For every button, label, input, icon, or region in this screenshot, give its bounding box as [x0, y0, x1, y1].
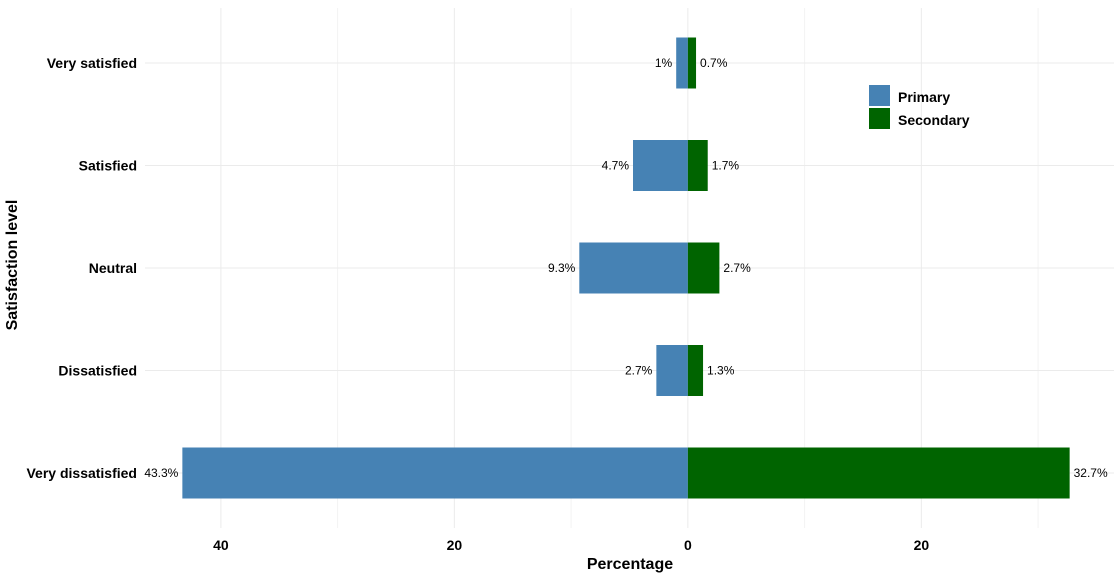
bar-secondary-very-dissatisfied — [687, 447, 1070, 499]
bar-label-secondary-very-satisfied: 0.7% — [700, 56, 728, 70]
bar-label-secondary-satisfied: 1.7% — [712, 159, 740, 173]
bar-primary-dissatisfied — [656, 345, 688, 396]
legend-label-secondary: Secondary — [898, 112, 970, 128]
bar-secondary-neutral — [687, 242, 720, 294]
legend-swatch-primary — [869, 85, 890, 106]
x-tick-label: 40 — [213, 537, 229, 553]
bar-label-primary-very-dissatisfied: 43.3% — [144, 466, 178, 480]
bar-secondary-dissatisfied — [687, 345, 704, 396]
legend-swatch-secondary — [869, 108, 890, 129]
bar-label-primary-neutral: 9.3% — [548, 261, 576, 275]
bar-label-secondary-neutral: 2.7% — [723, 261, 751, 275]
bar-label-secondary-very-dissatisfied: 32.7% — [1074, 466, 1108, 480]
bar-label-primary-very-satisfied: 1% — [655, 56, 673, 70]
bars — [182, 37, 1070, 499]
bar-secondary-very-satisfied — [687, 37, 697, 89]
y-axis-title: Satisfaction level — [4, 200, 21, 331]
y-axis-ticks: Very satisfied Satisfied Neutral Dissatisfi… — [26, 55, 137, 481]
x-tick-label: 0 — [684, 537, 692, 553]
y-tick-label-very-satisfied: Very satisfied — [47, 55, 137, 71]
bar-labels: 1% 4.7% 9.3% 2.7% 43.3% 0.7% 1.7% 2.7% 1.3% 32.7% — [144, 56, 1108, 480]
x-axis-ticks: 40 20 0 20 — [213, 537, 929, 553]
bar-secondary-satisfied — [687, 140, 708, 191]
y-tick-label-neutral: Neutral — [89, 260, 137, 276]
bar-primary-neutral — [579, 242, 688, 294]
x-axis-title: Percentage — [587, 556, 673, 573]
bar-label-primary-satisfied: 4.7% — [602, 159, 630, 173]
y-tick-label-dissatisfied: Dissatisfied — [58, 363, 137, 379]
bar-label-secondary-dissatisfied: 1.3% — [707, 364, 735, 378]
bar-label-primary-dissatisfied: 2.7% — [625, 364, 653, 378]
y-tick-label-satisfied: Satisfied — [79, 158, 137, 174]
bar-primary-satisfied — [633, 140, 688, 191]
x-tick-label: 20 — [914, 537, 930, 553]
y-tick-label-very-dissatisfied: Very dissatisfied — [26, 465, 137, 481]
bar-primary-very-satisfied — [676, 37, 688, 89]
legend-label-primary: Primary — [898, 89, 950, 105]
x-tick-label: 20 — [447, 537, 463, 553]
legend: Primary Secondary — [869, 85, 970, 129]
bar-primary-very-dissatisfied — [182, 447, 688, 499]
